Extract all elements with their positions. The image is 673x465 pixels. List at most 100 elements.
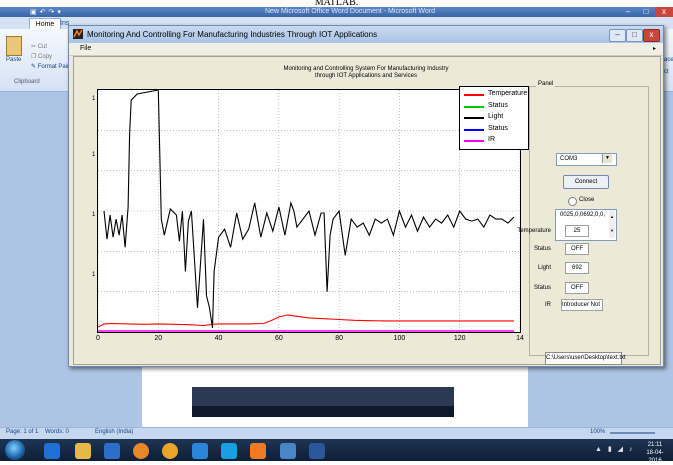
series-line-temperature-0 (98, 314, 514, 328)
ir-label: IR (545, 302, 551, 308)
com-port-select[interactable]: COM3 (556, 153, 617, 166)
connect-button[interactable]: Connect (563, 175, 609, 189)
word-minimize-button[interactable]: – (625, 7, 631, 16)
figure-titlebar (69, 26, 663, 43)
internet-explorer-icon[interactable] (44, 443, 60, 459)
legend-label: Status (488, 124, 508, 132)
tab-home[interactable]: Home (29, 18, 61, 30)
legend-swatch (464, 117, 484, 119)
paste-label[interactable]: Paste (6, 57, 22, 63)
x-tick-label: 14 (516, 335, 524, 342)
zoom-slider[interactable] (610, 432, 655, 434)
legend-entry: Temperature (462, 89, 528, 99)
x-tick-label: 40 (214, 335, 223, 342)
x-tick-label: 100 (393, 335, 406, 342)
tray-clock[interactable]: 21:11 18-04-2016 (640, 441, 670, 465)
paste-icon[interactable] (6, 36, 22, 56)
teamviewer-icon[interactable] (192, 443, 208, 459)
chrome-icon[interactable] (162, 443, 178, 459)
close-label: Close (579, 197, 595, 203)
menu-file[interactable]: File (80, 45, 92, 52)
legend-entry: Status (462, 101, 528, 111)
word-statusbar (0, 427, 673, 439)
figure-close-button[interactable]: x (643, 29, 660, 42)
figure-menubar (69, 43, 663, 56)
legend-swatch (464, 105, 484, 108)
temperature-label: Temperature (517, 228, 551, 234)
cut-label: Cut (37, 44, 48, 50)
skype-icon[interactable] (221, 443, 237, 459)
x-tick-label: 120 (453, 335, 466, 342)
copy-button[interactable]: ❐ Copy (31, 54, 53, 60)
figure-minimize-button[interactable]: – (609, 29, 626, 42)
status-zoom[interactable]: 100% (590, 429, 606, 435)
status-language[interactable]: English (India) (95, 429, 134, 435)
x-tick-label: 20 (154, 335, 163, 342)
word-close-button[interactable]: x (655, 7, 673, 17)
chevron-down-icon[interactable]: ▼ (602, 154, 612, 163)
embedded-screenshot-taskbar (192, 406, 454, 417)
word-maximize-button[interactable]: □ (643, 7, 649, 16)
legend-label: IR (488, 136, 495, 143)
chart-legend[interactable]: Temperature Status Light Status IR (459, 86, 529, 150)
ytick-mark: 1 (92, 212, 96, 218)
file-path-field[interactable]: C:\Users\user\Desktop\text.txt (545, 352, 626, 365)
legend-swatch (464, 140, 484, 142)
legend-entry: Status (462, 124, 528, 134)
tray-time: 21:11 (647, 442, 663, 448)
format-painter-button[interactable]: ✎ Format Paint (31, 64, 73, 70)
quick-access-toolbar[interactable]: ▣↶↷▾ (30, 9, 64, 16)
matlab-logo-icon (73, 29, 83, 39)
legend-label: Status (488, 101, 508, 109)
light-label: Light (537, 265, 551, 271)
ytick-mark: 1 (92, 152, 96, 158)
legend-entry: IR (462, 135, 528, 145)
word-titlebar (0, 7, 673, 17)
ribbon-right-text-b: ct (664, 69, 669, 75)
cut-button[interactable]: ✂ Cut (31, 44, 48, 50)
plot-axes[interactable]: 1 1 1 1 0 20 40 60 80 100 120 14 (92, 89, 524, 342)
tray-date: 18-04-2016 (646, 450, 664, 464)
serial-data-text: 0025,0,0692,0,0, (560, 212, 606, 218)
matlab-figure-window: Monitoring And Controlling For Manufactu… (68, 25, 664, 367)
word-taskbar-icon[interactable] (309, 443, 325, 459)
firefox-icon[interactable] (133, 443, 149, 459)
temperature-value: 25 (565, 225, 589, 237)
format-painter-label: Format Paint (37, 64, 73, 70)
x-tick-label: 60 (274, 335, 283, 342)
status-2-value: OFF (565, 282, 589, 294)
figure-heading-line2: through IOT Applications and Services (315, 73, 417, 79)
system-tray-icons[interactable]: ▲ ▮ ◢ ♪ (595, 446, 635, 453)
listbox-scrollbar[interactable]: ▲ ▼ (609, 210, 615, 238)
clipboard-group-label: Clipboard (14, 79, 40, 85)
status-page[interactable]: Page: 1 of 1 (6, 429, 39, 435)
status-2-label: Status (533, 285, 551, 291)
windows-taskbar (0, 439, 673, 461)
figure-title: Monitoring And Controlling For Manufactu… (87, 30, 378, 39)
plot-svg (98, 90, 520, 332)
copy-label: Copy (38, 54, 53, 60)
x-tick-label: 0 (96, 335, 100, 342)
panel-title: Panel (536, 81, 556, 87)
legend-swatch (464, 128, 484, 131)
notes-icon[interactable] (280, 443, 296, 459)
legend-label: Light (488, 113, 504, 120)
figure-heading-line1: Monitoring and Controlling System For Ma… (283, 66, 449, 72)
close-radio[interactable] (568, 197, 577, 206)
ir-value: Introducer Not F (561, 299, 603, 311)
menu-overflow-icon[interactable]: ▸ (653, 46, 657, 52)
legend-entry: Light (462, 112, 528, 122)
series-line-light-2 (103, 90, 515, 329)
legend-swatch (464, 94, 484, 96)
ytick-mark: 1 (92, 272, 96, 278)
tab-insert[interactable]: Ins (60, 20, 70, 27)
status-1-value: OFF (565, 243, 589, 255)
outlook-icon[interactable] (104, 443, 120, 459)
figure-maximize-button[interactable]: □ (626, 29, 643, 42)
matlab-taskbar-icon[interactable] (250, 443, 266, 459)
word-title: New Microsoft Office Word Document - Mic… (265, 8, 435, 15)
file-explorer-icon[interactable] (75, 443, 91, 459)
status-words[interactable]: Words: 0 (45, 429, 69, 435)
start-button-icon[interactable] (5, 440, 25, 460)
light-value: 692 (565, 262, 589, 274)
